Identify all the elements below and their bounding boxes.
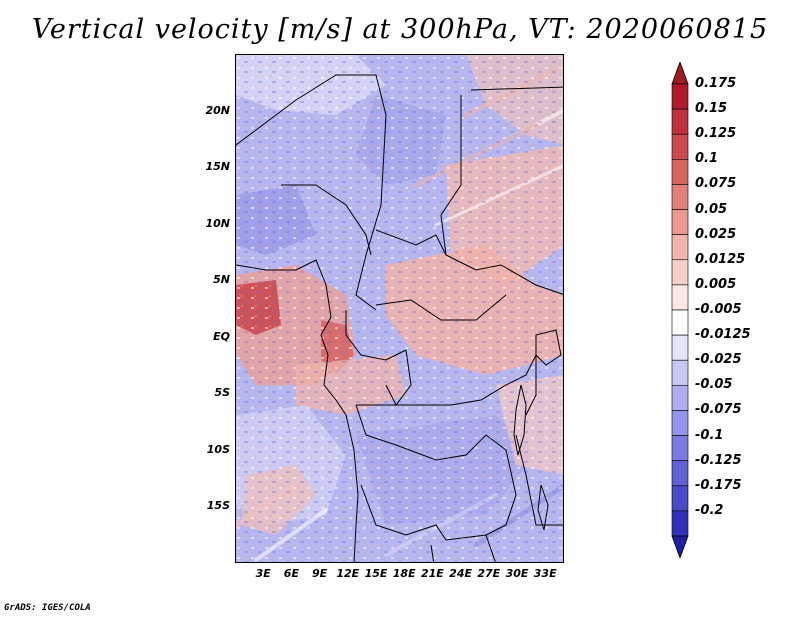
velocity-map <box>235 54 564 563</box>
colorbar-label: -0.075 <box>695 402 742 418</box>
colorbar-swatch <box>671 334 689 361</box>
colorbar-swatch <box>671 410 689 436</box>
colorbar-swatch <box>671 460 689 487</box>
lon-label: 9E <box>312 567 328 580</box>
colorbar-label: 0.175 <box>695 76 737 91</box>
lakes <box>513 329 562 531</box>
colorbar-label: 0.075 <box>695 176 737 192</box>
lon-label: 15E <box>364 567 388 580</box>
colorbar-label: -0.05 <box>695 377 733 393</box>
lat-label: 10N <box>205 216 230 230</box>
colorbar-swatch <box>671 159 689 185</box>
lat-label: 5N <box>213 273 230 287</box>
lat-label: EQ <box>213 329 230 343</box>
map-title: Vertical velocity [m/s] at 300hPa, VT: 2… <box>31 14 769 45</box>
lon-label: 6E <box>283 567 299 580</box>
colorbar-swatch <box>671 234 689 261</box>
colorbar-label: -0.0125 <box>695 327 751 343</box>
lat-label: 5S <box>214 386 230 400</box>
grads-credit: GrADS: IGES/COLA <box>4 603 91 613</box>
colorbar-swatch <box>671 83 689 110</box>
lon-label: 3E <box>255 567 271 580</box>
colorbar-swatch <box>671 259 689 286</box>
colorbar-swatch <box>671 284 689 311</box>
field-texture <box>236 55 563 562</box>
colorbar-swatch <box>671 510 689 537</box>
colorbar-swatch <box>671 209 689 235</box>
colorbar-label: -0.175 <box>695 477 742 493</box>
colorbar-swatch <box>671 133 689 160</box>
lat-label: 10S <box>206 442 230 456</box>
colorbar-swatch <box>671 309 689 336</box>
colorbar-swatch <box>671 385 689 411</box>
colorbar-label: 0.005 <box>695 276 737 292</box>
colorbar-label: -0.125 <box>695 452 742 468</box>
colorbar-bottom-triangle <box>671 535 689 558</box>
lat-label: 20N <box>205 103 230 117</box>
colorbar-label: 0.0125 <box>695 251 746 267</box>
country-borders <box>236 74 563 562</box>
lat-label: 15S <box>206 499 230 513</box>
colorbar-label: -0.1 <box>695 427 724 443</box>
colorbar-label: -0.005 <box>695 302 742 317</box>
colorbar-label: 0.1 <box>695 151 719 167</box>
lon-label: 12E <box>336 567 360 580</box>
colorbar-label: 0.125 <box>695 126 737 142</box>
colorbar-top-triangle <box>671 62 689 85</box>
lon-label: 21E <box>420 567 444 580</box>
lat-label: 15N <box>205 160 230 174</box>
lon-label: 18E <box>392 567 416 580</box>
colorbar <box>671 62 689 558</box>
colorbar-label: 0.05 <box>695 201 728 217</box>
lon-label: 24E <box>449 567 472 580</box>
colorbar-label: 0.025 <box>695 226 737 242</box>
colorbar-label: -0.2 <box>695 502 724 518</box>
lon-label: 33E <box>533 567 557 580</box>
colorbar-swatch <box>671 359 689 386</box>
colorbar-label: 0.15 <box>695 101 728 117</box>
colorbar-swatch <box>671 435 689 461</box>
colorbar-swatch <box>671 485 689 512</box>
lon-label: 30E <box>505 567 529 580</box>
colorbar-label: -0.025 <box>695 352 742 368</box>
lon-label: 27E <box>477 567 501 580</box>
velocity-field <box>236 55 563 562</box>
colorbar-swatch <box>671 108 689 135</box>
colorbar-swatch <box>671 184 689 210</box>
